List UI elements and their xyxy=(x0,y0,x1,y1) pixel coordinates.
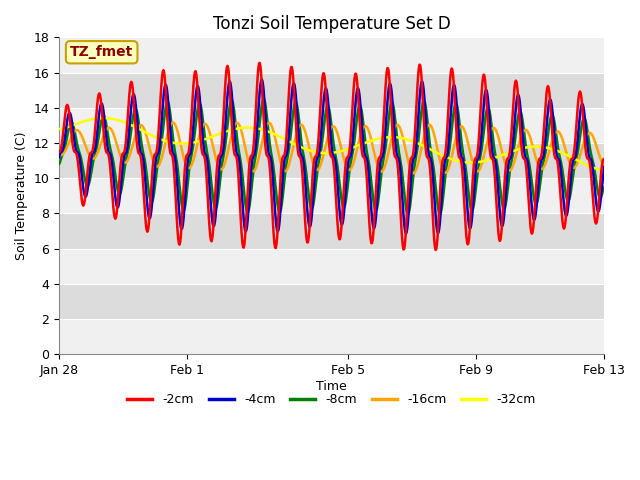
-32cm xyxy=(129,123,137,129)
Text: TZ_fmet: TZ_fmet xyxy=(70,45,133,59)
Bar xyxy=(59,213,604,249)
-32cm xyxy=(472,159,480,165)
-2cm xyxy=(473,153,481,159)
-2cm xyxy=(338,217,346,223)
Bar xyxy=(59,108,604,143)
-16cm xyxy=(600,161,608,167)
-4cm xyxy=(403,230,410,236)
-32cm xyxy=(118,119,126,124)
-4cm xyxy=(129,93,136,99)
-32cm xyxy=(338,148,346,154)
-32cm xyxy=(384,134,392,140)
-16cm xyxy=(169,120,177,125)
-16cm xyxy=(129,143,136,148)
-2cm xyxy=(118,156,125,162)
-8cm xyxy=(600,185,608,191)
-4cm xyxy=(258,76,266,82)
Bar xyxy=(59,284,604,319)
-32cm xyxy=(166,139,174,145)
Bar xyxy=(59,178,604,213)
-32cm xyxy=(600,167,608,172)
-16cm xyxy=(338,148,346,154)
-16cm xyxy=(55,153,63,158)
-2cm xyxy=(600,156,608,162)
X-axis label: Time: Time xyxy=(316,380,347,393)
Bar xyxy=(59,72,604,108)
-4cm xyxy=(166,117,173,122)
Y-axis label: Soil Temperature (C): Soil Temperature (C) xyxy=(15,132,28,260)
Line: -2cm: -2cm xyxy=(59,63,604,250)
-32cm xyxy=(595,167,602,172)
-32cm xyxy=(55,126,63,132)
-2cm xyxy=(432,247,440,253)
-8cm xyxy=(55,161,63,167)
Bar xyxy=(59,249,604,284)
-8cm xyxy=(129,116,136,122)
-8cm xyxy=(118,187,125,193)
-16cm xyxy=(473,168,481,174)
-8cm xyxy=(473,175,481,181)
-8cm xyxy=(404,211,412,217)
-2cm xyxy=(129,85,136,91)
Bar xyxy=(59,143,604,178)
-16cm xyxy=(384,151,392,157)
Bar xyxy=(59,319,604,354)
-8cm xyxy=(338,199,346,205)
-2cm xyxy=(256,60,264,66)
-16cm xyxy=(410,170,417,176)
Bar xyxy=(59,37,604,72)
-8cm xyxy=(384,121,392,127)
Line: -4cm: -4cm xyxy=(59,79,604,233)
-4cm xyxy=(473,157,481,163)
Legend: -2cm, -4cm, -8cm, -16cm, -32cm: -2cm, -4cm, -8cm, -16cm, -32cm xyxy=(122,388,541,411)
-4cm xyxy=(55,155,63,160)
-16cm xyxy=(166,125,173,131)
-4cm xyxy=(338,222,346,228)
Line: -16cm: -16cm xyxy=(59,122,604,173)
-32cm xyxy=(99,115,107,121)
-2cm xyxy=(166,145,173,151)
-4cm xyxy=(384,91,392,96)
-2cm xyxy=(55,149,63,155)
Line: -8cm: -8cm xyxy=(59,99,604,214)
-8cm xyxy=(260,96,268,102)
-4cm xyxy=(600,164,608,170)
-8cm xyxy=(166,105,173,111)
Title: Tonzi Soil Temperature Set D: Tonzi Soil Temperature Set D xyxy=(212,15,451,33)
Line: -32cm: -32cm xyxy=(59,118,604,169)
-2cm xyxy=(384,65,392,71)
-4cm xyxy=(118,178,125,184)
-16cm xyxy=(118,156,125,161)
